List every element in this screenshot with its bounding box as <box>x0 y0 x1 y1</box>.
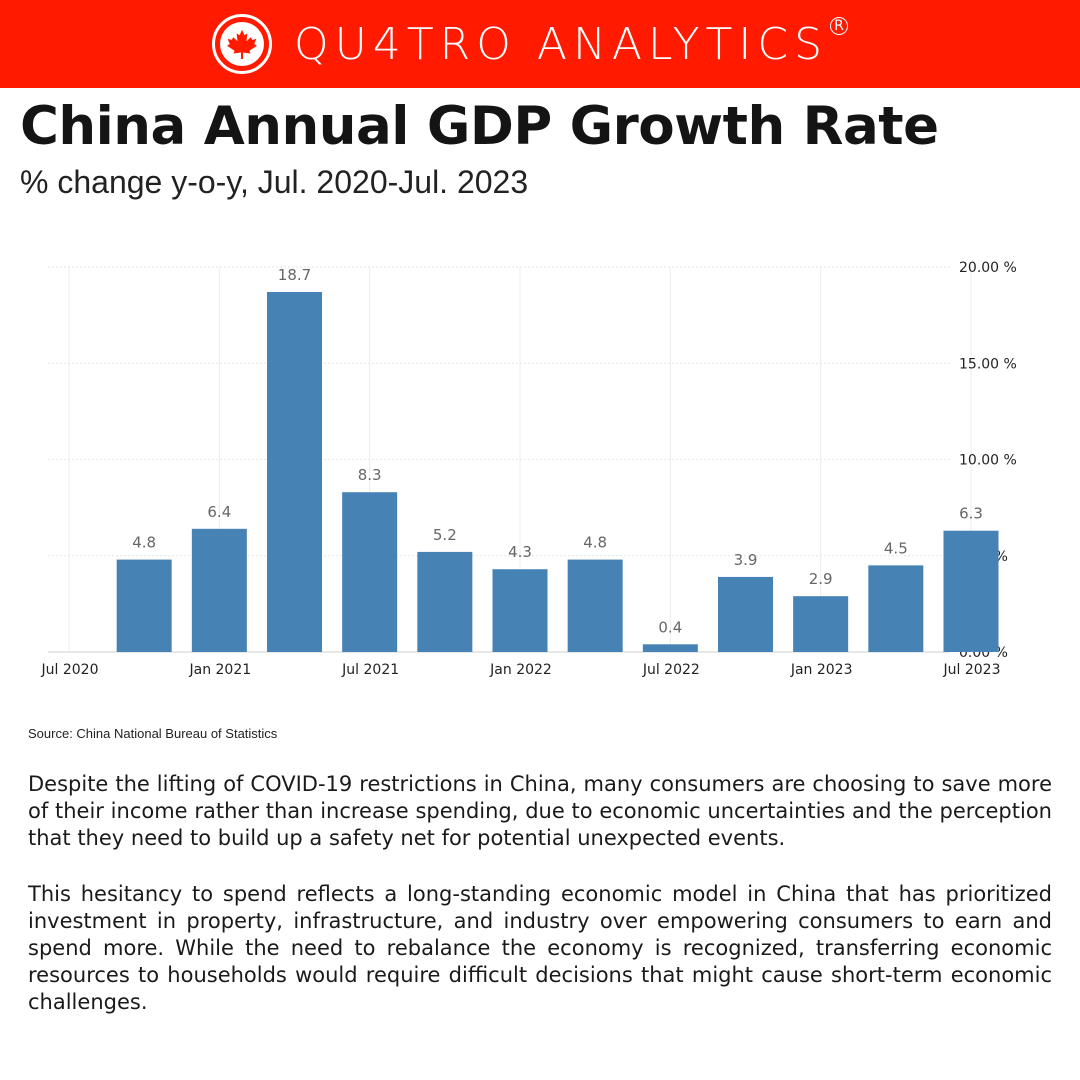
gdp-bar-chart: 0.00 %5.00 %10.00 %15.00 %20.00 %4.86.41… <box>41 260 1017 678</box>
page-subtitle: % change y-o-y, Jul. 2020-Jul. 2023 <box>20 164 529 200</box>
x-tick-label: Jan 2021 <box>188 662 251 678</box>
bar <box>417 551 473 652</box>
bar-data-label: 4.8 <box>132 534 156 552</box>
body-paragraph-2: This hesitancy to spend reflects a long-… <box>28 882 1052 1014</box>
bar-data-label: 5.2 <box>433 526 457 544</box>
bar <box>267 292 322 652</box>
y-tick-label: 20.00 % <box>959 260 1017 276</box>
source-note: Source: China National Bureau of Statist… <box>28 726 278 741</box>
registered-mark: R <box>830 17 849 35</box>
bar-data-label: 4.3 <box>508 543 532 561</box>
bar-data-label: 2.9 <box>809 570 833 588</box>
header-banner: QU4TRO ANALYTICS R <box>0 0 1080 88</box>
bar <box>793 596 849 652</box>
bar-data-label: 4.5 <box>884 539 908 557</box>
bar <box>191 528 247 652</box>
x-tick-label: Jul 2022 <box>642 662 700 678</box>
bar-data-label: 18.7 <box>278 266 311 284</box>
bar <box>943 530 999 652</box>
bar <box>868 565 924 652</box>
y-tick-label: 15.00 % <box>959 356 1017 372</box>
x-tick-label: Jul 2020 <box>41 662 99 678</box>
logo-badge <box>211 14 272 74</box>
bar-data-label: 3.9 <box>734 551 758 569</box>
bar <box>116 559 172 652</box>
x-tick-label: Jan 2022 <box>489 662 552 678</box>
bar-data-label: 0.4 <box>658 618 682 636</box>
maple-leaf-icon <box>226 29 257 59</box>
body-paragraph-1: Despite the lifting of COVID-19 restrict… <box>28 772 1052 850</box>
bar-data-label: 6.4 <box>207 503 231 521</box>
brand-name: QU4TRO ANALYTICS <box>293 18 829 70</box>
bar <box>718 576 773 652</box>
bar <box>567 559 623 652</box>
bar-data-label: 8.3 <box>358 466 382 484</box>
bar-data-label: 6.3 <box>959 505 983 523</box>
y-tick-label: 10.00 % <box>959 453 1017 469</box>
bar-data-label: 4.8 <box>583 534 607 552</box>
bar <box>642 644 698 652</box>
x-tick-label: Jan 2023 <box>790 662 853 678</box>
bar <box>342 492 398 652</box>
bar <box>492 569 548 652</box>
x-tick-label: Jul 2023 <box>943 662 1001 678</box>
x-tick-label: Jul 2021 <box>341 662 399 678</box>
page-title: China Annual GDP Growth Rate <box>20 96 939 157</box>
